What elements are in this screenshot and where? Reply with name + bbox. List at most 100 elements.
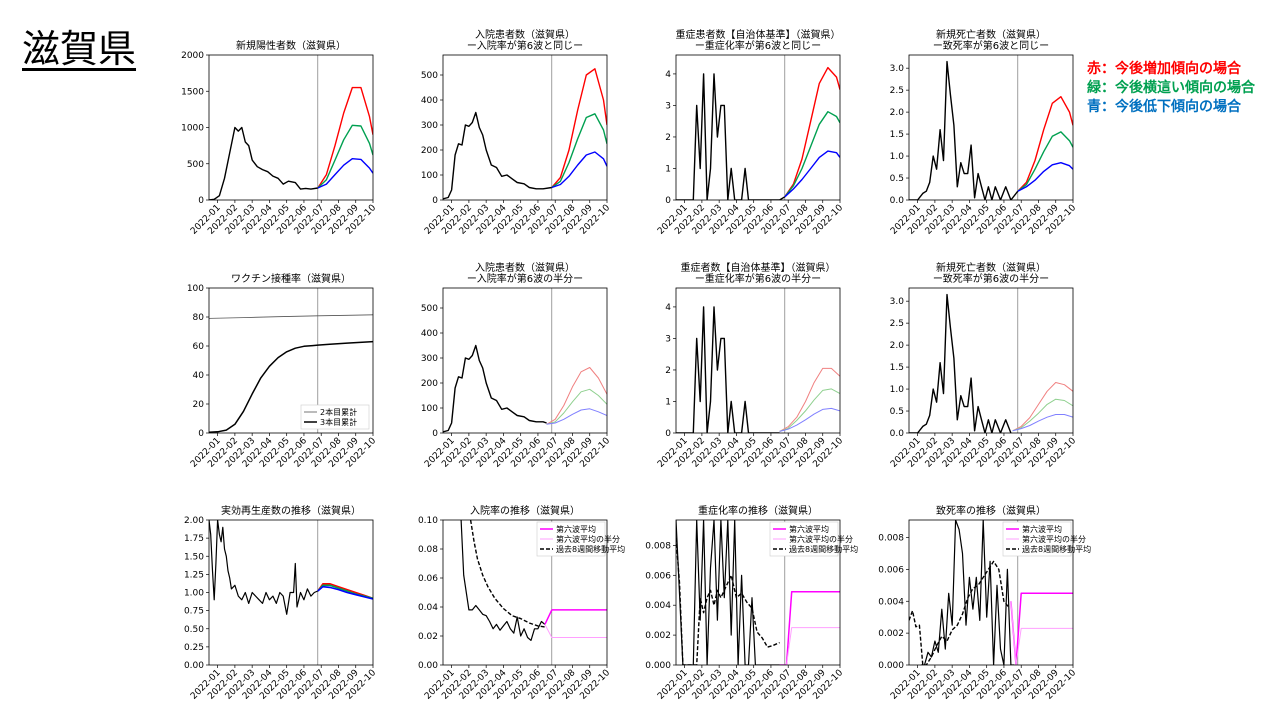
y-tick-label: 1.50 xyxy=(184,552,204,562)
series-line-0 xyxy=(209,314,373,319)
y-tick-label: 1.00 xyxy=(184,589,204,599)
y-tick-label: 100 xyxy=(421,171,438,181)
series-line-2 xyxy=(551,113,607,189)
y-tick-label: 500 xyxy=(421,71,438,81)
series-line-2 xyxy=(1012,398,1073,432)
series-line-1 xyxy=(1017,95,1073,192)
scenario-increase-note: 赤：今後増加傾向の場合 xyxy=(1087,61,1241,77)
series-line-1 xyxy=(317,582,373,600)
plot-frame xyxy=(442,54,608,201)
y-tick-label: 80 xyxy=(193,313,205,323)
chart-title: 新規死亡者数（滋賀県） xyxy=(936,28,1046,41)
plot-frame xyxy=(208,287,374,434)
y-tick-label: 3.0 xyxy=(890,64,905,74)
y-tick-label: 0.0 xyxy=(890,196,905,206)
y-tick-label: 0.5 xyxy=(890,174,904,184)
y-tick-label: 1000 xyxy=(181,124,204,134)
series-line-3 xyxy=(317,585,373,600)
y-tick-label: 2.00 xyxy=(184,516,204,526)
y-tick-label: 0.002 xyxy=(645,631,671,641)
series-group xyxy=(460,520,607,642)
prefecture-title: 滋賀県 xyxy=(22,27,137,71)
legend-label: 第六波平均 xyxy=(556,524,596,534)
legend-label: 3本目累計 xyxy=(320,417,357,427)
y-tick-label: 0.10 xyxy=(418,516,438,526)
y-tick-label: 1.25 xyxy=(184,570,204,580)
chart-title: 新規死亡者数（滋賀県） xyxy=(936,261,1046,274)
legend-label: 第六波平均の半分 xyxy=(556,534,620,544)
chart-c8: 新規死亡者数（滋賀県）ー致死率が第6波の半分ー 0.0 0.5 1.0 1.5 2.0 2.… xyxy=(889,261,1078,470)
y-tick-label: 2.0 xyxy=(890,341,905,351)
series-line-1 xyxy=(209,340,373,433)
series-line-2 xyxy=(546,388,607,425)
series-group xyxy=(909,293,1073,433)
y-tick-label: 3 xyxy=(665,334,671,344)
y-tick-label: 0.00 xyxy=(184,661,204,671)
y-tick-label: 0.008 xyxy=(878,534,904,544)
y-tick-label: 2 xyxy=(665,133,671,143)
scenario-legend: 赤：今後増加傾向の場合 緑：今後横這い傾向の場合 青：今後低下傾向の場合 xyxy=(1087,60,1255,117)
y-tick-label: 0.000 xyxy=(645,661,671,671)
y-tick-label: 1.0 xyxy=(890,152,905,162)
y-tick-label: 1.75 xyxy=(184,534,204,544)
plot-frame xyxy=(442,519,608,666)
chart-title: ワクチン接種率（滋賀県） xyxy=(231,272,351,285)
chart-title: 重症患者数【自治体基準】（滋賀県） xyxy=(676,28,841,41)
series-line-2 xyxy=(779,388,840,432)
chart-title: ー入院率が第6波の半分ー xyxy=(467,272,583,285)
series-group xyxy=(676,520,840,665)
chart-c3: 重症患者数【自治体基準】（滋賀県）ー重症化率が第6波と同じー012342022-… xyxy=(656,28,845,237)
y-tick-label: 0.04 xyxy=(418,603,438,613)
series-group xyxy=(676,66,840,200)
y-tick-label: 60 xyxy=(193,342,205,352)
series-line-2 xyxy=(779,591,840,665)
series-group xyxy=(209,520,373,615)
legend-label: 第六波平均 xyxy=(789,524,829,534)
series-line-0 xyxy=(443,344,547,433)
series-group xyxy=(909,520,1073,665)
series-line-0 xyxy=(676,73,786,200)
y-tick-label: 1 xyxy=(665,164,671,174)
series-line-2 xyxy=(784,110,840,198)
series-group xyxy=(209,314,373,433)
y-tick-label: 1.5 xyxy=(890,130,904,140)
legend-label: 過去8週間移動平均 xyxy=(1022,544,1091,554)
y-tick-label: 0 xyxy=(198,429,204,439)
series-line-1 xyxy=(779,367,840,432)
y-tick-label: 500 xyxy=(187,160,204,170)
legend-label: 過去8週間移動平均 xyxy=(789,544,858,554)
chart-c10: 入院率の推移（滋賀県）0.000.020.040.060.080.102022-… xyxy=(418,504,625,702)
series-line-1 xyxy=(784,66,840,198)
y-tick-label: 0 xyxy=(665,196,671,206)
y-tick-label: 0.006 xyxy=(645,571,671,581)
chart-c9: 実効再生産数の推移（滋賀県） 0.00 0.25 0.50 0.75 1.00 1.25 1.… xyxy=(184,504,378,702)
chart-c7: 重症者数【自治体基準】（滋賀県）ー重症化率が第6波の半分ー012342022-0… xyxy=(656,261,845,470)
y-tick-label: 2.5 xyxy=(890,86,904,96)
y-tick-label: 0.06 xyxy=(418,574,438,584)
series-line-1 xyxy=(551,68,607,188)
legend-label: 第六波平均 xyxy=(1022,524,1062,534)
y-tick-label: 2000 xyxy=(181,51,204,61)
y-tick-label: 3 xyxy=(665,101,671,111)
legend-label: 過去8週間移動平均 xyxy=(556,544,625,554)
legend-label: 第六波平均の半分 xyxy=(1022,534,1086,544)
series-line-0 xyxy=(909,60,1019,200)
series-line-1 xyxy=(469,520,547,628)
chart-title: 重症者数【自治体基準】（滋賀県） xyxy=(681,261,836,274)
plot-frame xyxy=(675,287,841,434)
y-tick-label: 1500 xyxy=(181,87,204,97)
chart-c6: 入院患者数（滋賀県）ー入院率が第6波の半分ー010020030040050020… xyxy=(421,261,612,470)
y-tick-label: 400 xyxy=(421,329,438,339)
series-line-1 xyxy=(546,367,607,425)
chart-title: ー重症化率が第6波の半分ー xyxy=(695,272,821,285)
y-tick-label: 0.5 xyxy=(890,407,904,417)
plot-frame xyxy=(675,519,841,666)
y-tick-label: 200 xyxy=(421,146,438,156)
chart-c5: ワクチン接種率（滋賀県）0204060801002022-012022-0220… xyxy=(187,272,378,470)
y-tick-label: 100 xyxy=(421,404,438,414)
series-group xyxy=(909,60,1073,200)
chart-title: 致死率の推移（滋賀県） xyxy=(936,504,1046,517)
y-tick-label: 300 xyxy=(421,354,438,364)
